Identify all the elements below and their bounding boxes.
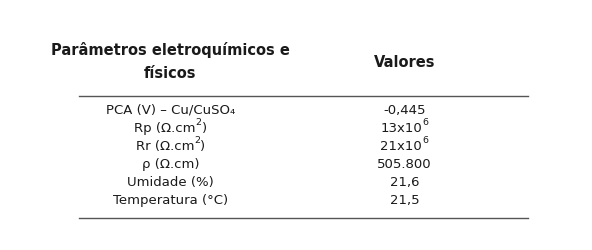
Text: 21x10: 21x10 [381,139,422,152]
Text: Rp (Ω.cm: Rp (Ω.cm [134,121,195,134]
Text: 2: 2 [194,135,200,144]
Text: ): ) [200,139,205,152]
Text: PCA (V) – Cu/CuSO₄: PCA (V) – Cu/CuSO₄ [106,104,235,116]
Text: 6: 6 [422,117,428,126]
Text: 13x10: 13x10 [381,121,422,134]
Text: 6: 6 [422,135,428,144]
Text: Temperatura (°C): Temperatura (°C) [113,193,228,206]
Text: ): ) [201,121,207,134]
Text: Valores: Valores [374,54,435,69]
Text: 21,6: 21,6 [390,175,419,188]
Text: 21,5: 21,5 [390,193,419,206]
Text: 2: 2 [195,117,201,126]
Text: ρ (Ω.cm): ρ (Ω.cm) [141,157,199,170]
Text: -0,445: -0,445 [383,104,426,116]
Text: físicos: físicos [144,66,197,81]
Text: Umidade (%): Umidade (%) [127,175,214,188]
Text: 505.800: 505.800 [377,157,432,170]
Text: Rr (Ω.cm: Rr (Ω.cm [136,139,194,152]
Text: Parâmetros eletroquímicos e: Parâmetros eletroquímicos e [51,42,290,58]
